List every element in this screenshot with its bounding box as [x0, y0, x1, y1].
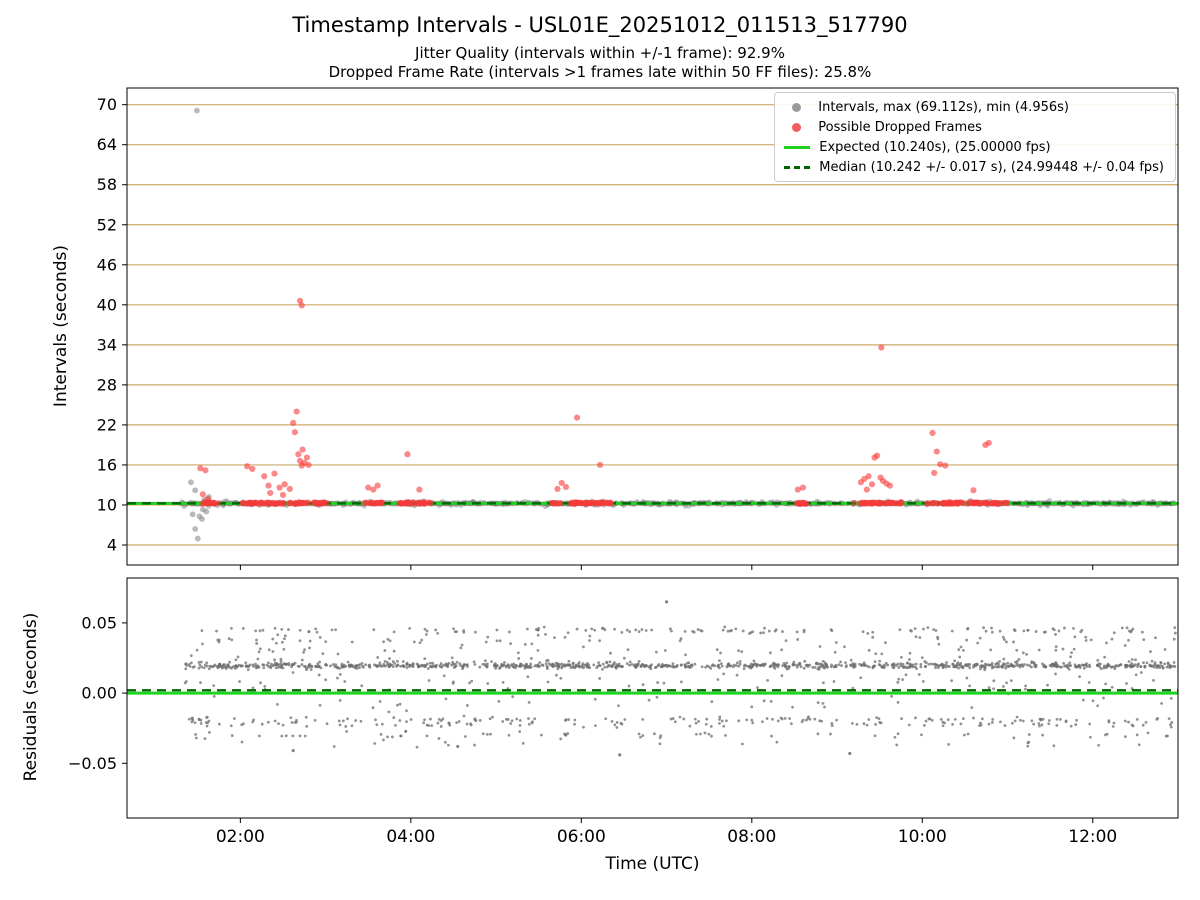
svg-text:46: 46	[97, 255, 117, 274]
legend-entry-3: Median (10.242 +/- 0.017 s), (24.99448 +…	[784, 160, 1164, 175]
svg-text:08:00: 08:00	[727, 827, 776, 847]
y-axis-label-intervals: Intervals (seconds)	[51, 244, 71, 408]
svg-text:16: 16	[97, 455, 117, 474]
legend-entry-0: Intervals, max (69.112s), min (4.956s)	[784, 100, 1164, 115]
legend-dashed-marker-icon	[784, 166, 811, 169]
svg-text:0.05: 0.05	[81, 613, 117, 632]
svg-text:04:00: 04:00	[386, 827, 435, 847]
svg-text:06:00: 06:00	[557, 827, 606, 847]
svg-text:02:00: 02:00	[216, 827, 265, 847]
svg-text:10: 10	[97, 495, 117, 514]
x-axis-label-time-utc: Time (UTC)	[605, 854, 700, 874]
dropped-frames-points	[197, 297, 1010, 508]
legend-entry-label: Median (10.242 +/- 0.017 s), (24.99448 +…	[819, 160, 1164, 175]
chart-subtitle-dropped-frame-rate: Dropped Frame Rate (intervals >1 frames …	[328, 63, 872, 81]
y-axis-label-residuals: Residuals (seconds)	[21, 612, 41, 782]
chart-subtitle-jitter-quality: Jitter Quality (intervals within +/-1 fr…	[415, 44, 785, 62]
svg-text:40: 40	[97, 295, 117, 314]
svg-text:4: 4	[107, 535, 117, 554]
svg-text:−0.05: −0.05	[68, 754, 117, 773]
svg-text:28: 28	[97, 375, 117, 394]
legend-entry-2: Expected (10.240s), (25.00000 fps)	[784, 140, 1164, 155]
svg-text:12:00: 12:00	[1068, 827, 1117, 847]
svg-text:58: 58	[97, 175, 117, 194]
residuals-points	[183, 600, 1177, 757]
legend-entry-label: Expected (10.240s), (25.00000 fps)	[819, 140, 1051, 155]
svg-text:52: 52	[97, 215, 117, 234]
bottom-plot	[126, 577, 1179, 819]
legend-entry-label: Intervals, max (69.112s), min (4.956s)	[818, 100, 1069, 115]
chart-title: Timestamp Intervals - USL01E_20251012_01…	[292, 13, 908, 37]
legend: Intervals, max (69.112s), min (4.956s) Po…	[774, 92, 1176, 182]
legend-line-marker-icon	[784, 146, 811, 149]
legend-entry-label: Possible Dropped Frames	[818, 120, 982, 135]
bottom-plot-frame	[126, 577, 1179, 819]
svg-text:10:00: 10:00	[898, 827, 947, 847]
tick-labels: 4 10 16 22 28 34 40 46 52 58 64 70 −0.05 0.00 0.05 02:0…	[68, 95, 1117, 847]
svg-text:34: 34	[97, 335, 117, 354]
legend-dot-marker-icon	[792, 103, 802, 112]
legend-entry-1: Possible Dropped Frames	[784, 120, 1164, 135]
svg-text:22: 22	[97, 415, 117, 434]
top-plot	[126, 87, 1179, 566]
legend-dot-marker-icon	[792, 123, 802, 132]
svg-text:64: 64	[97, 135, 117, 154]
svg-text:70: 70	[97, 95, 117, 114]
svg-text:0.00: 0.00	[81, 684, 117, 703]
top-plot-frame	[126, 87, 1179, 566]
